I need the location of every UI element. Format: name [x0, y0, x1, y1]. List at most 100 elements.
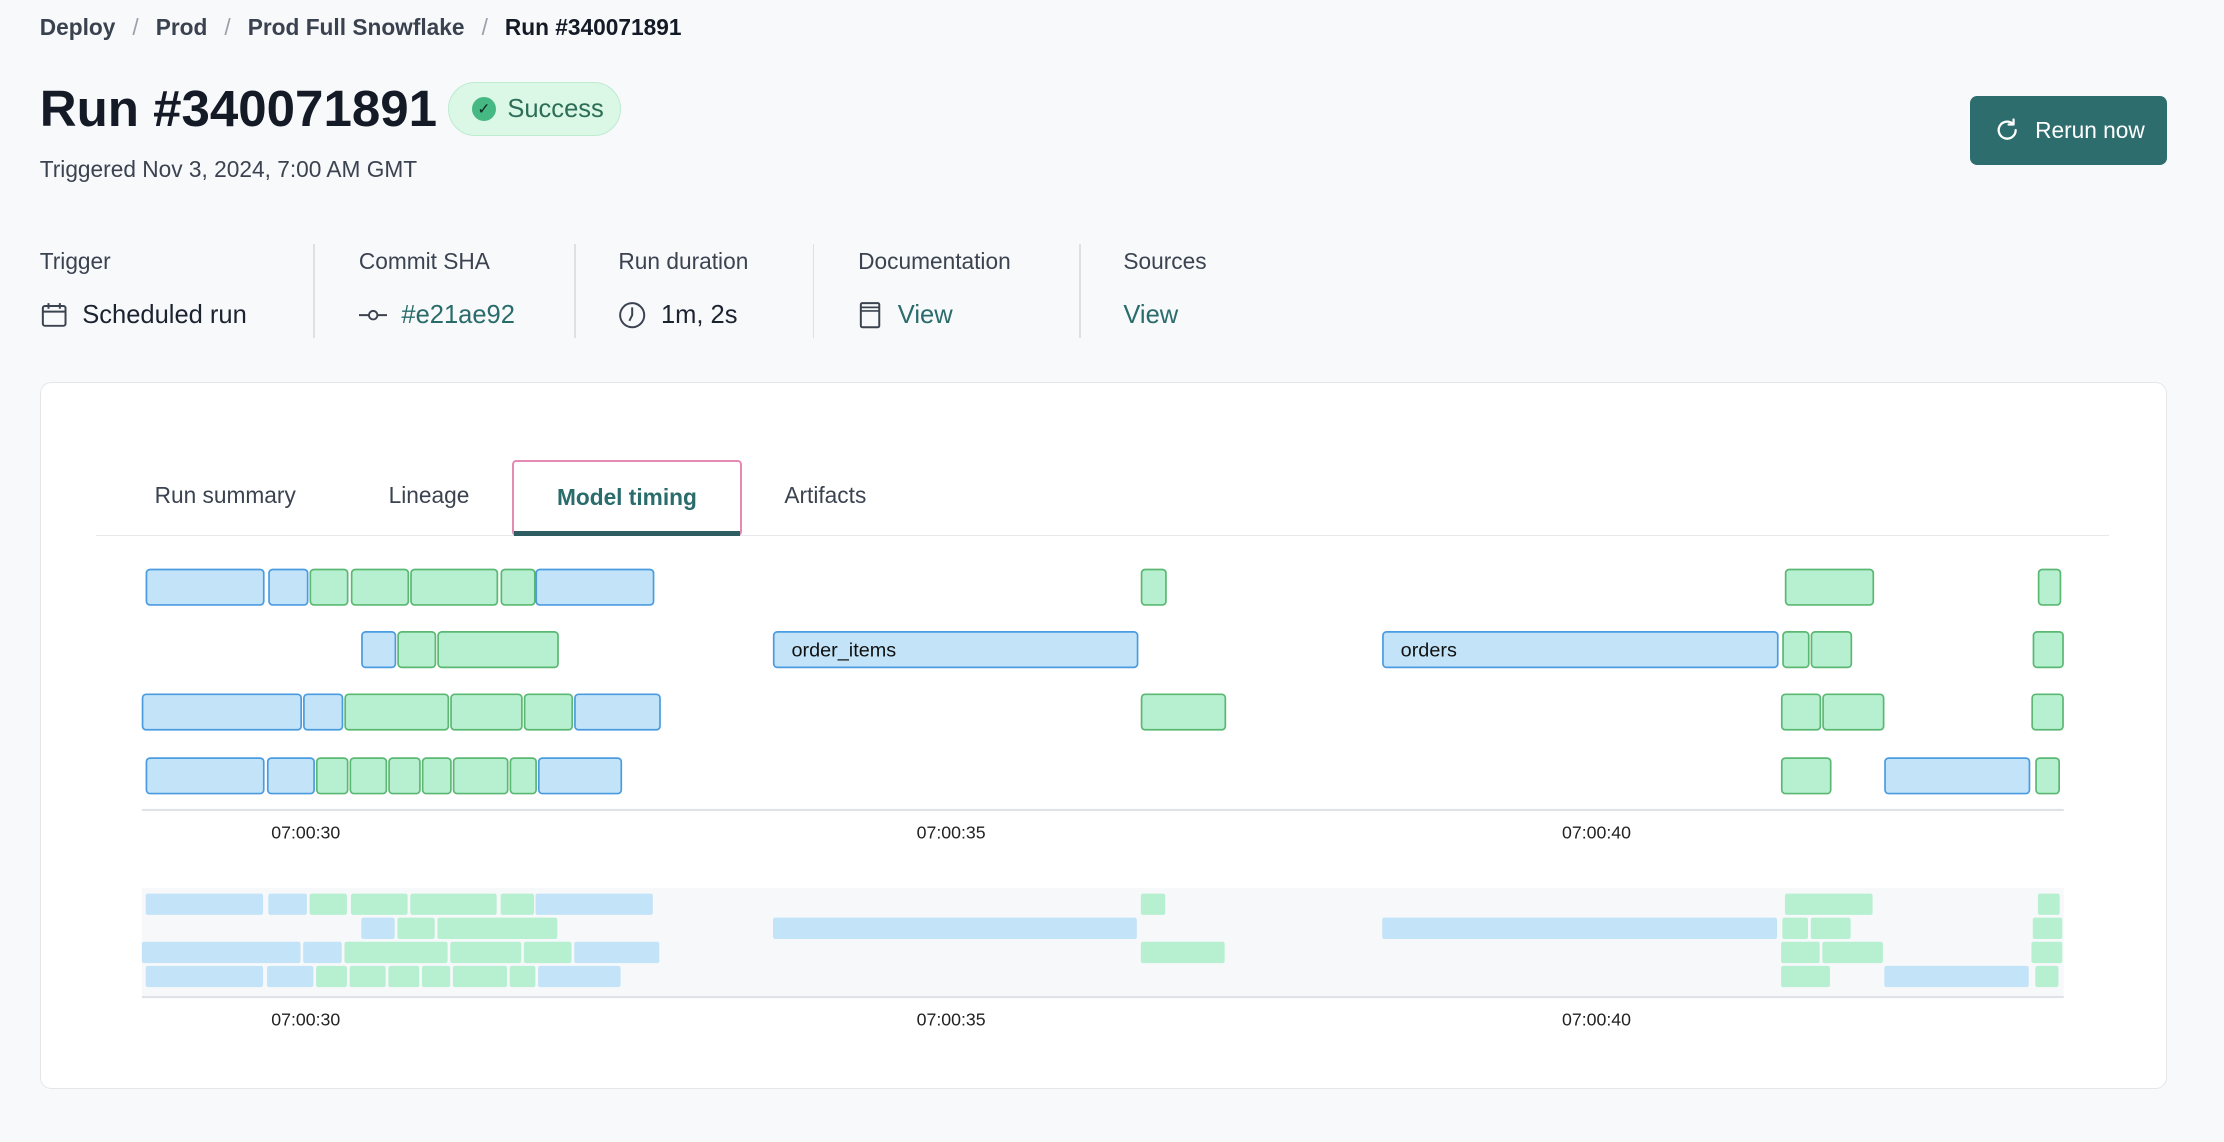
- model-timing-bar[interactable]: [437, 631, 559, 669]
- model-timing-bar[interactable]: [1884, 757, 2031, 795]
- minimap-bar: [349, 965, 386, 988]
- model-timing-bar[interactable]: [1822, 693, 1885, 731]
- model-bar-label: orders: [1401, 640, 1457, 662]
- meta-value: 1m, 2s: [660, 300, 738, 329]
- meta-label: Documentation: [858, 248, 1011, 275]
- minimap-bar: [1140, 893, 1166, 915]
- model-timing-bar[interactable]: [2035, 757, 2060, 795]
- divider: [1079, 243, 1081, 338]
- model-timing-bar[interactable]: [309, 568, 349, 606]
- status-label: Success: [507, 94, 604, 123]
- tab-run-summary[interactable]: Run summary: [154, 482, 296, 509]
- divider: [574, 243, 576, 338]
- calendar-icon: [41, 303, 67, 327]
- model-timing-bar[interactable]: [410, 568, 499, 606]
- meta-label: Trigger: [39, 248, 111, 275]
- minimap-bar: [350, 893, 408, 915]
- model-timing-bar[interactable]: [2037, 568, 2062, 606]
- model-timing-bar[interactable]: [1382, 631, 1779, 669]
- x-tick-label: 07:00:40: [1562, 822, 1631, 842]
- tab-divider: [96, 534, 2110, 537]
- model-timing-bar[interactable]: [141, 693, 303, 731]
- minimap-bar: [388, 965, 420, 988]
- documentation-view-link[interactable]: View: [897, 300, 953, 329]
- minimap-bar: [316, 965, 347, 988]
- model-timing-bar[interactable]: [303, 693, 344, 731]
- minimap-bar: [1781, 941, 1820, 964]
- model-timing-bar[interactable]: [1782, 631, 1810, 669]
- minimap-bar: [437, 917, 558, 939]
- model-timing-bar[interactable]: [145, 757, 265, 795]
- model-timing-bar[interactable]: [452, 757, 509, 795]
- minimap-tick-label: 07:00:40: [1562, 1009, 1631, 1029]
- commit-sha-link[interactable]: #e21ae92: [401, 300, 515, 329]
- model-timing-bar[interactable]: [537, 757, 623, 795]
- minimap-bar: [450, 941, 522, 964]
- tab-artifacts[interactable]: Artifacts: [784, 482, 867, 509]
- model-timing-bar[interactable]: [361, 631, 397, 669]
- minimap-bar: [1784, 893, 1873, 915]
- minimap-bar: [268, 893, 307, 915]
- model-timing-bar[interactable]: [1780, 693, 1822, 731]
- model-timing-bar[interactable]: [1784, 568, 1875, 606]
- minimap-bar: [361, 917, 395, 939]
- rerun-now-button[interactable]: Rerun now: [1970, 96, 2168, 165]
- meta-value: Scheduled run: [82, 300, 247, 329]
- breadcrumb-separator: /: [132, 14, 139, 41]
- sources-view-link[interactable]: View: [1123, 300, 1179, 329]
- breadcrumb-prod[interactable]: Prod: [155, 14, 208, 41]
- model-timing-bar[interactable]: [2032, 631, 2064, 669]
- tab-model-timing[interactable]: Model timing: [512, 459, 742, 537]
- triggered-time: Triggered Nov 3, 2024, 7:00 AM GMT: [39, 156, 418, 183]
- tab-lineage[interactable]: Lineage: [388, 482, 470, 509]
- model-timing-bar[interactable]: [315, 757, 349, 795]
- model-timing-bar[interactable]: [350, 568, 410, 606]
- breadcrumb-job[interactable]: Prod Full Snowflake: [247, 14, 465, 41]
- model-timing-bar[interactable]: [509, 757, 537, 795]
- model-timing-bar[interactable]: [772, 631, 1139, 669]
- model-timing-bar[interactable]: [266, 757, 315, 795]
- model-timing-bar[interactable]: [1780, 757, 1832, 795]
- model-timing-bar[interactable]: [523, 693, 574, 731]
- minimap-bar: [535, 893, 653, 915]
- breadcrumb-separator: /: [481, 14, 488, 41]
- minimap-bar: [267, 965, 314, 988]
- meta-commit: Commit SHA #e21ae92: [358, 248, 515, 339]
- model-timing-bar[interactable]: [344, 693, 450, 731]
- model-timing-bar[interactable]: [421, 757, 452, 795]
- minimap-bar: [574, 941, 660, 964]
- breadcrumb-deploy[interactable]: Deploy: [39, 14, 116, 41]
- minimap-bar: [500, 893, 535, 915]
- clock-icon: [619, 302, 646, 329]
- model-timing-bar[interactable]: [1140, 693, 1227, 731]
- minimap-bar: [309, 893, 347, 915]
- minimap-bar: [2037, 893, 2060, 915]
- minimap-bar: [538, 965, 621, 988]
- model-timing-bar[interactable]: [450, 693, 523, 731]
- rerun-label: Rerun now: [2035, 116, 2145, 143]
- model-timing-bar[interactable]: [1140, 568, 1167, 606]
- model-timing-bar[interactable]: [574, 693, 661, 731]
- model-timing-bar[interactable]: [349, 757, 388, 795]
- model-timing-bar[interactable]: [388, 757, 421, 795]
- x-tick-label: 07:00:35: [917, 822, 986, 842]
- model-timing-bar[interactable]: [1810, 631, 1853, 669]
- commit-icon: [358, 309, 388, 321]
- minimap-bar: [344, 941, 448, 964]
- model-timing-bar[interactable]: [397, 631, 437, 669]
- meta-label: Sources: [1123, 248, 1207, 275]
- model-timing-bar[interactable]: [2031, 693, 2064, 731]
- minimap-bar: [2035, 965, 2059, 988]
- minimap-brush[interactable]: [142, 888, 2064, 997]
- meta-duration: Run duration 1m, 2s: [618, 248, 748, 339]
- model-timing-bar[interactable]: [145, 568, 265, 606]
- model-timing-bar[interactable]: [268, 568, 309, 606]
- model-timing-bar[interactable]: [500, 568, 536, 606]
- breadcrumb-current: Run #340071891: [504, 14, 682, 41]
- breadcrumb: Deploy / Prod / Prod Full Snowflake / Run #…: [40, 14, 682, 41]
- model-timing-bar[interactable]: [535, 568, 655, 606]
- minimap-bar: [1382, 917, 1778, 939]
- book-icon: [859, 302, 881, 329]
- minimap-bar: [2031, 941, 2063, 964]
